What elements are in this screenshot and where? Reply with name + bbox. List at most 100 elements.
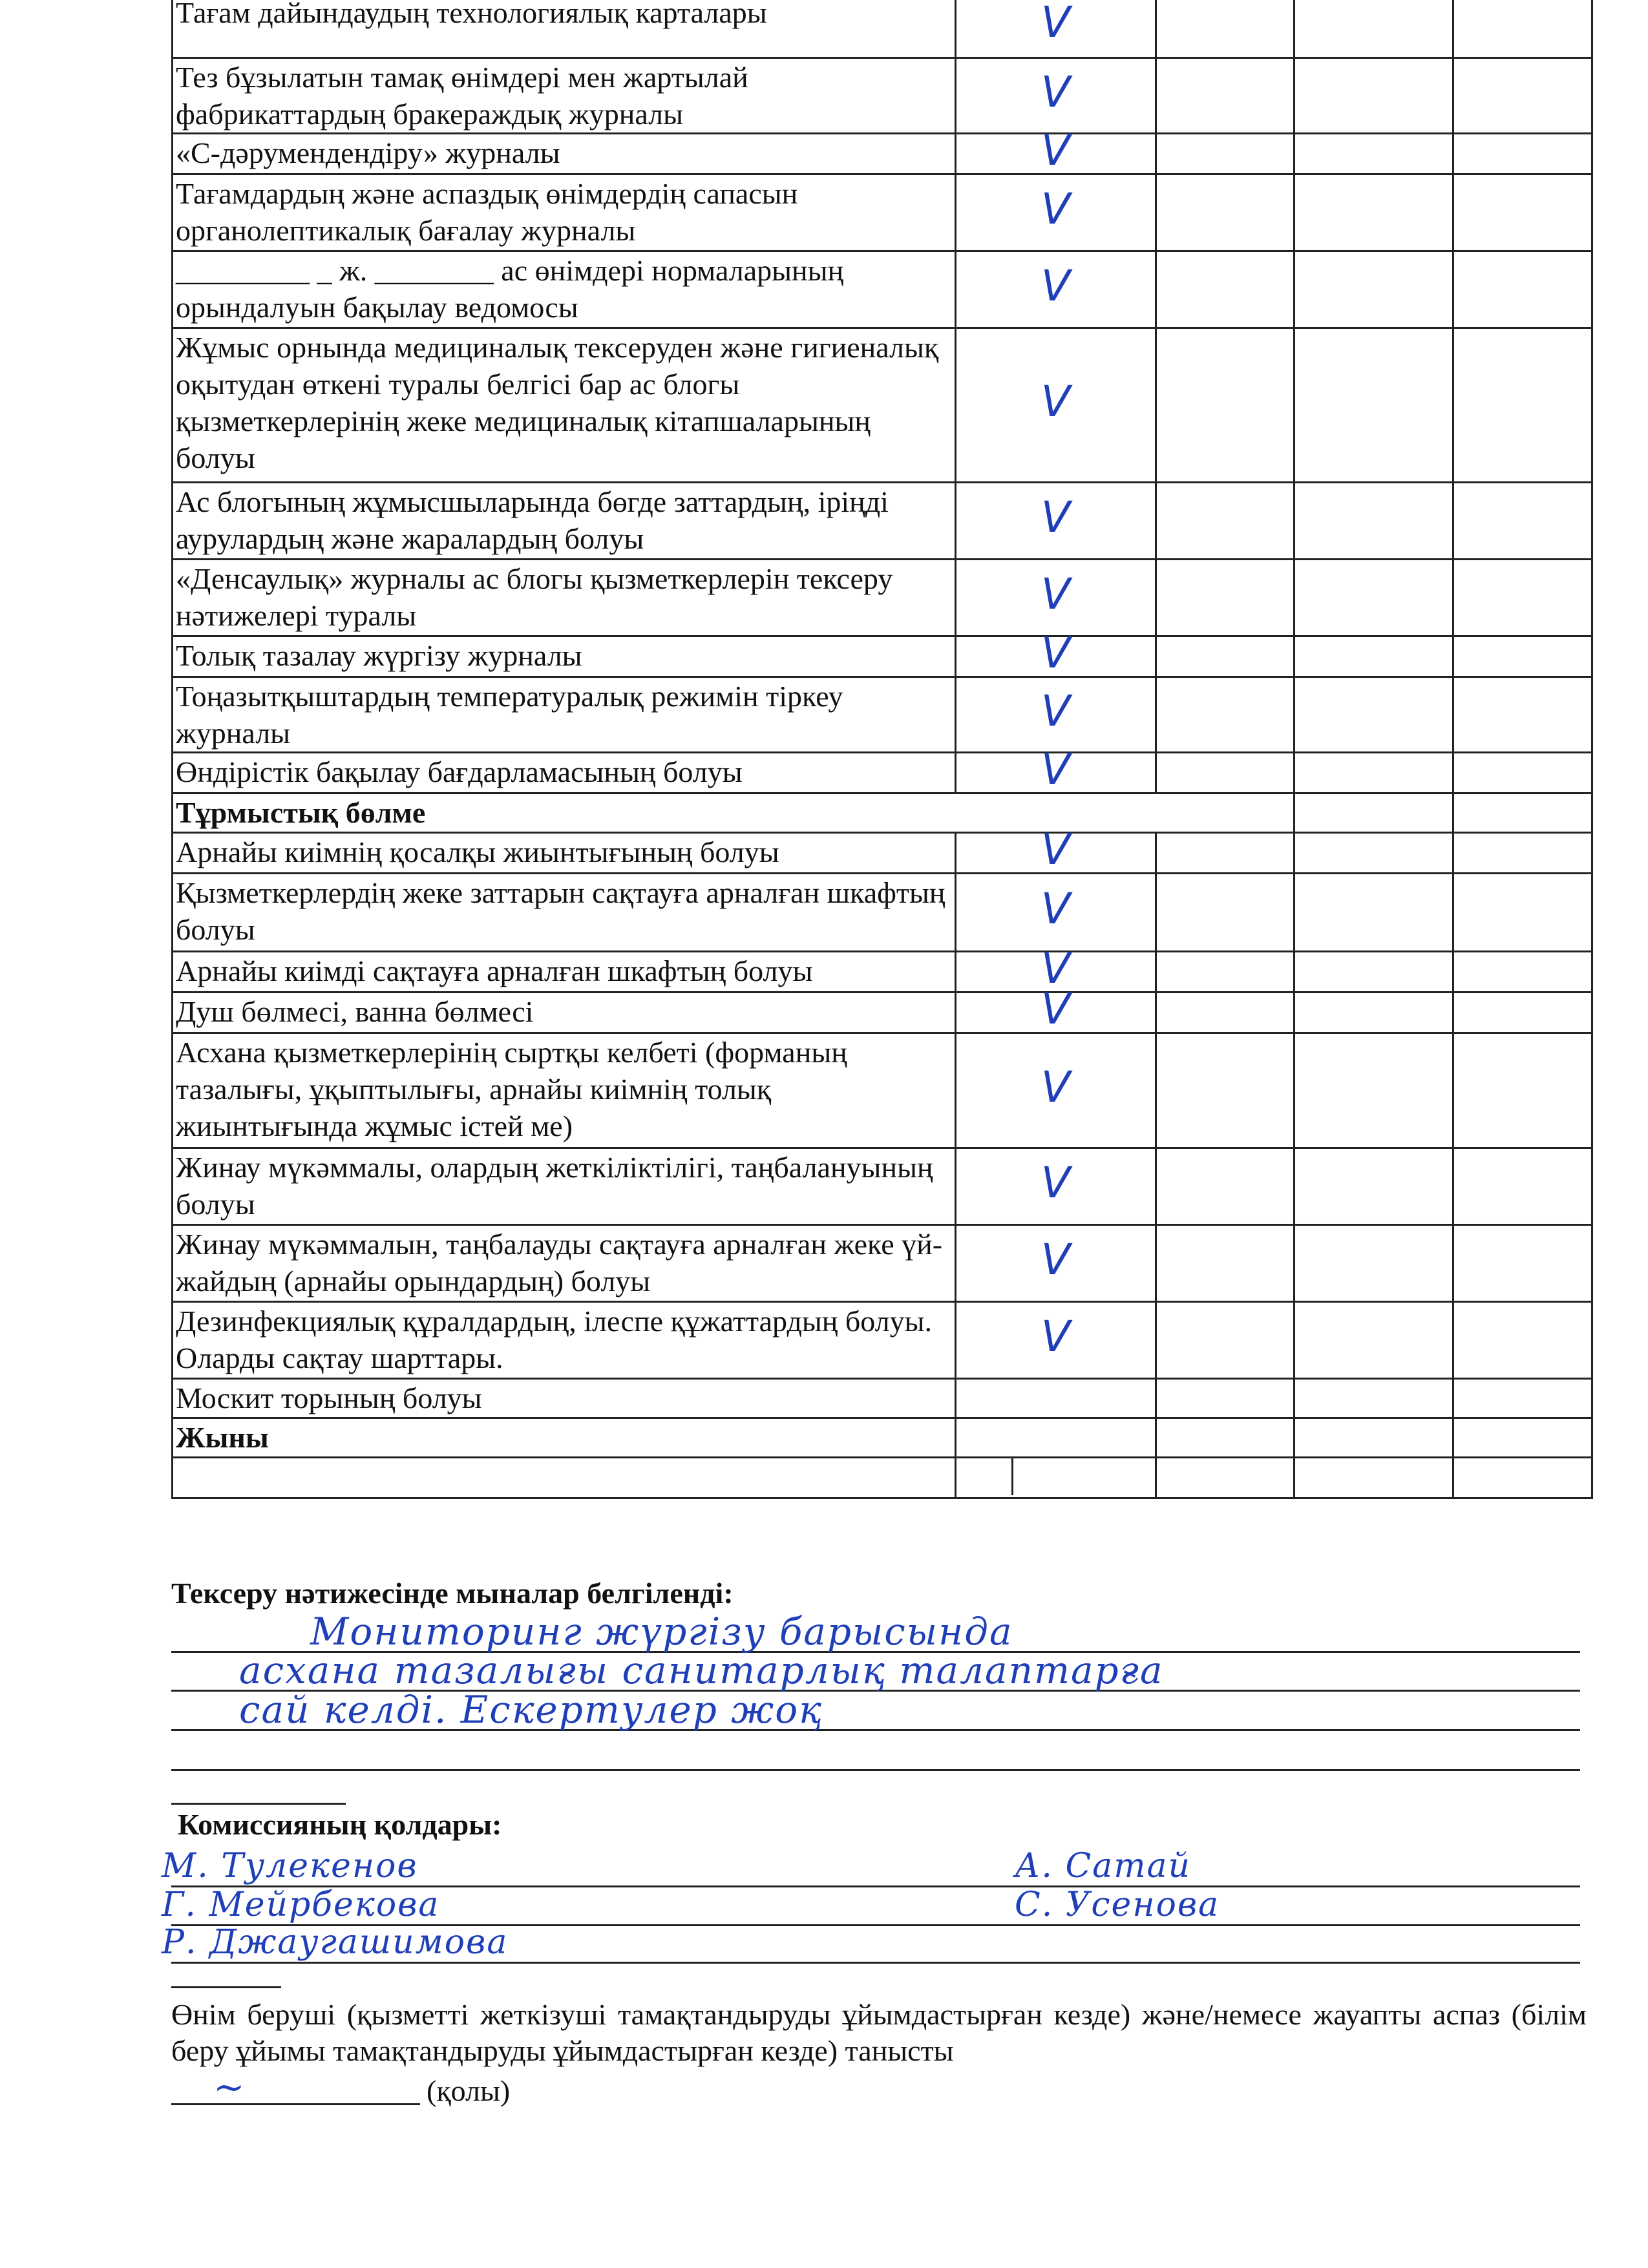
empty-cell: [1293, 173, 1455, 252]
check-cell: V: [954, 748, 1157, 794]
item-label: Душ бөлмесі, ванна бөлмесі: [171, 991, 956, 1034]
empty-cell: [1155, 676, 1295, 753]
table-row: Жұмыс орнында медициналық тексеруден жән…: [171, 327, 1593, 483]
table-row: Ас блогының жұмысшыларында бөгде заттард…: [171, 481, 1593, 560]
table-row: Өндірістік бақылау бағдарламасының болуы…: [171, 748, 1593, 794]
check-cell: V: [954, 676, 1157, 753]
checkmark: V: [1041, 628, 1070, 678]
check-cell: V: [954, 872, 1157, 952]
empty-cell: [1293, 1147, 1455, 1226]
empty-cell: [1293, 1301, 1455, 1380]
empty-cell: [1155, 173, 1295, 252]
table-row: Тоңазытқыштардың температуралық режимін …: [171, 676, 1593, 753]
signature-1: М. Тулекенов: [162, 1847, 418, 1885]
item-label: Асхана қызметкерлерінің сыртқы келбеті (…: [171, 1032, 956, 1149]
empty-cell: [1155, 1224, 1295, 1303]
checkmark: V: [1041, 1062, 1070, 1112]
table-row: Дезинфекциялық құралдардың, ілеспе құжат…: [171, 1301, 1593, 1380]
empty-cell: [1155, 57, 1295, 134]
checkmark: V: [1041, 1158, 1070, 1208]
empty-cell: [1155, 1147, 1295, 1226]
item-label: Москит торының болуы: [171, 1378, 956, 1419]
signature-2: Г. Мейрбекова: [162, 1885, 440, 1924]
signature-5: С. Усенова: [1015, 1885, 1220, 1924]
empty-cell: [954, 1417, 1157, 1458]
item-label: Тез бұзылатын тамақ өнімдері мен жартыла…: [171, 57, 956, 134]
empty-cell: [1293, 676, 1455, 753]
checkmark: V: [1041, 0, 1070, 47]
check-cell: V: [954, 558, 1157, 637]
empty-cell: [1452, 1417, 1593, 1458]
empty-cell: [1155, 872, 1295, 952]
findings-line-1: Мониторинг жүргізу барысында: [310, 1610, 1013, 1654]
empty-cell: [1293, 1456, 1455, 1499]
item-label: Тоңазытқыштардың температуралық режимін …: [171, 676, 956, 753]
empty-cell: [1155, 991, 1295, 1034]
empty-cell: [1452, 558, 1593, 637]
empty-cell: [1452, 832, 1593, 874]
empty-cell: [1452, 1301, 1593, 1380]
check-cell: V: [954, 1224, 1157, 1303]
empty-cell: [171, 1456, 956, 1499]
checkmark: V: [1041, 261, 1070, 311]
checkmark: V: [1041, 67, 1070, 117]
empty-cell: [1155, 751, 1295, 794]
empty-cell: [1452, 676, 1593, 753]
empty-cell: [1293, 1378, 1455, 1419]
empty-cell: [1293, 0, 1455, 59]
empty-cell: [1293, 792, 1455, 834]
item-label: Дезинфекциялық құралдардың, ілеспе құжат…: [171, 1301, 956, 1380]
item-label: Қызметкерлердің жеке заттарын сақтауға а…: [171, 872, 956, 952]
empty-cell: [1155, 250, 1295, 329]
empty-cell: [1452, 1032, 1593, 1149]
section-title: Тұрмыстық бөлме: [171, 792, 1295, 834]
checkmark: V: [1041, 824, 1070, 874]
table-row: Тағамдардың және аспаздық өнімдердің сап…: [171, 173, 1593, 252]
checkmark: V: [1041, 377, 1070, 426]
empty-cell: [1452, 1378, 1593, 1419]
empty-cell: [1155, 327, 1295, 483]
section-row: Тұрмыстық бөлме: [171, 792, 1593, 834]
item-label: _________ _ ж. ________ ас өнімдері норм…: [171, 250, 956, 329]
signature-label: (қолы): [427, 2074, 511, 2107]
check-cell: V: [954, 632, 1157, 678]
empty-cell: [1155, 1378, 1295, 1419]
findings-label: Тексеру нәтижесінде мыналар белгіленді:: [171, 1577, 734, 1610]
table-row: Арнайы киімді сақтауға арналған шкафтың …: [171, 947, 1593, 993]
check-cell: V: [954, 947, 1157, 993]
signature-3: Р. Джаугашимова: [162, 1923, 509, 1962]
empty-cell: [1293, 635, 1455, 678]
empty-cell: [1452, 1456, 1593, 1499]
check-cell: V: [954, 327, 1157, 483]
empty-cell: [1293, 751, 1455, 794]
check-cell: V: [954, 57, 1157, 134]
check-cell: V: [954, 828, 1157, 874]
item-label: «С-дәрумендендіру» журналы: [171, 132, 956, 175]
table-row: Москит торының болуы: [171, 1378, 1593, 1419]
empty-cell: [1452, 173, 1593, 252]
empty-cell: [1452, 635, 1593, 678]
item-label: Жинау мүкәммалы, олардың жеткіліктілігі,…: [171, 1147, 956, 1226]
empty-cell: [1155, 1417, 1295, 1458]
empty-cell: [1155, 950, 1295, 993]
empty-cell: [1452, 991, 1593, 1034]
checkmark: V: [1041, 569, 1070, 619]
empty-cell: [1452, 792, 1593, 834]
table-row: Жинау мүкәммалын, таңбалауды сақтауға ар…: [171, 1224, 1593, 1303]
empty-cell: [1452, 1224, 1593, 1303]
checkmark: V: [1041, 1235, 1070, 1285]
empty-cell: [1452, 57, 1593, 134]
total-row: Жыны: [171, 1417, 1593, 1458]
empty-row: [171, 1456, 1593, 1499]
checkmark: V: [1041, 184, 1070, 234]
empty-cell: [1452, 132, 1593, 175]
item-label: Арнайы киімді сақтауға арналған шкафтың …: [171, 950, 956, 993]
table-row: «Денсаулық» журналы ас блогы қызметкерле…: [171, 558, 1593, 637]
total-label: Жыны: [171, 1417, 956, 1458]
empty-cell: [954, 1456, 1157, 1499]
check-cell: V: [954, 250, 1157, 329]
check-cell: V: [954, 129, 1157, 175]
empty-cell: [1452, 950, 1593, 993]
item-label: Толық тазалау жүргізу журналы: [171, 635, 956, 678]
check-cell: V: [954, 1147, 1157, 1226]
